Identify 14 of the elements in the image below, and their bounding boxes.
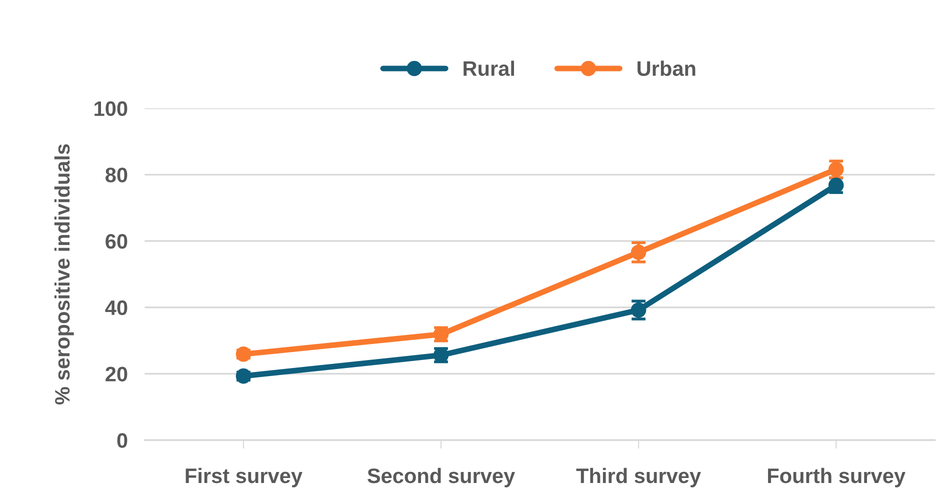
y-tick-label: 20: [106, 366, 128, 382]
y-tick-label: 0: [117, 433, 128, 448]
x-tick-label: Second survey: [368, 468, 516, 488]
x-tick-label: Third survey: [576, 468, 701, 488]
x-tick-label: First survey: [186, 468, 302, 488]
x-tick-label: Fourth survey: [768, 468, 906, 488]
point: [630, 244, 646, 260]
y-tick-label: 40: [105, 300, 128, 316]
y-axis-title: % seropositive individuals: [54, 144, 74, 404]
y-tick-label: 100: [94, 101, 128, 116]
legend-label: Rural: [464, 60, 514, 76]
y-tick-label: 80: [106, 168, 128, 182]
y-tick-label: 60: [106, 234, 128, 249]
legend-label: Urban: [638, 60, 696, 76]
